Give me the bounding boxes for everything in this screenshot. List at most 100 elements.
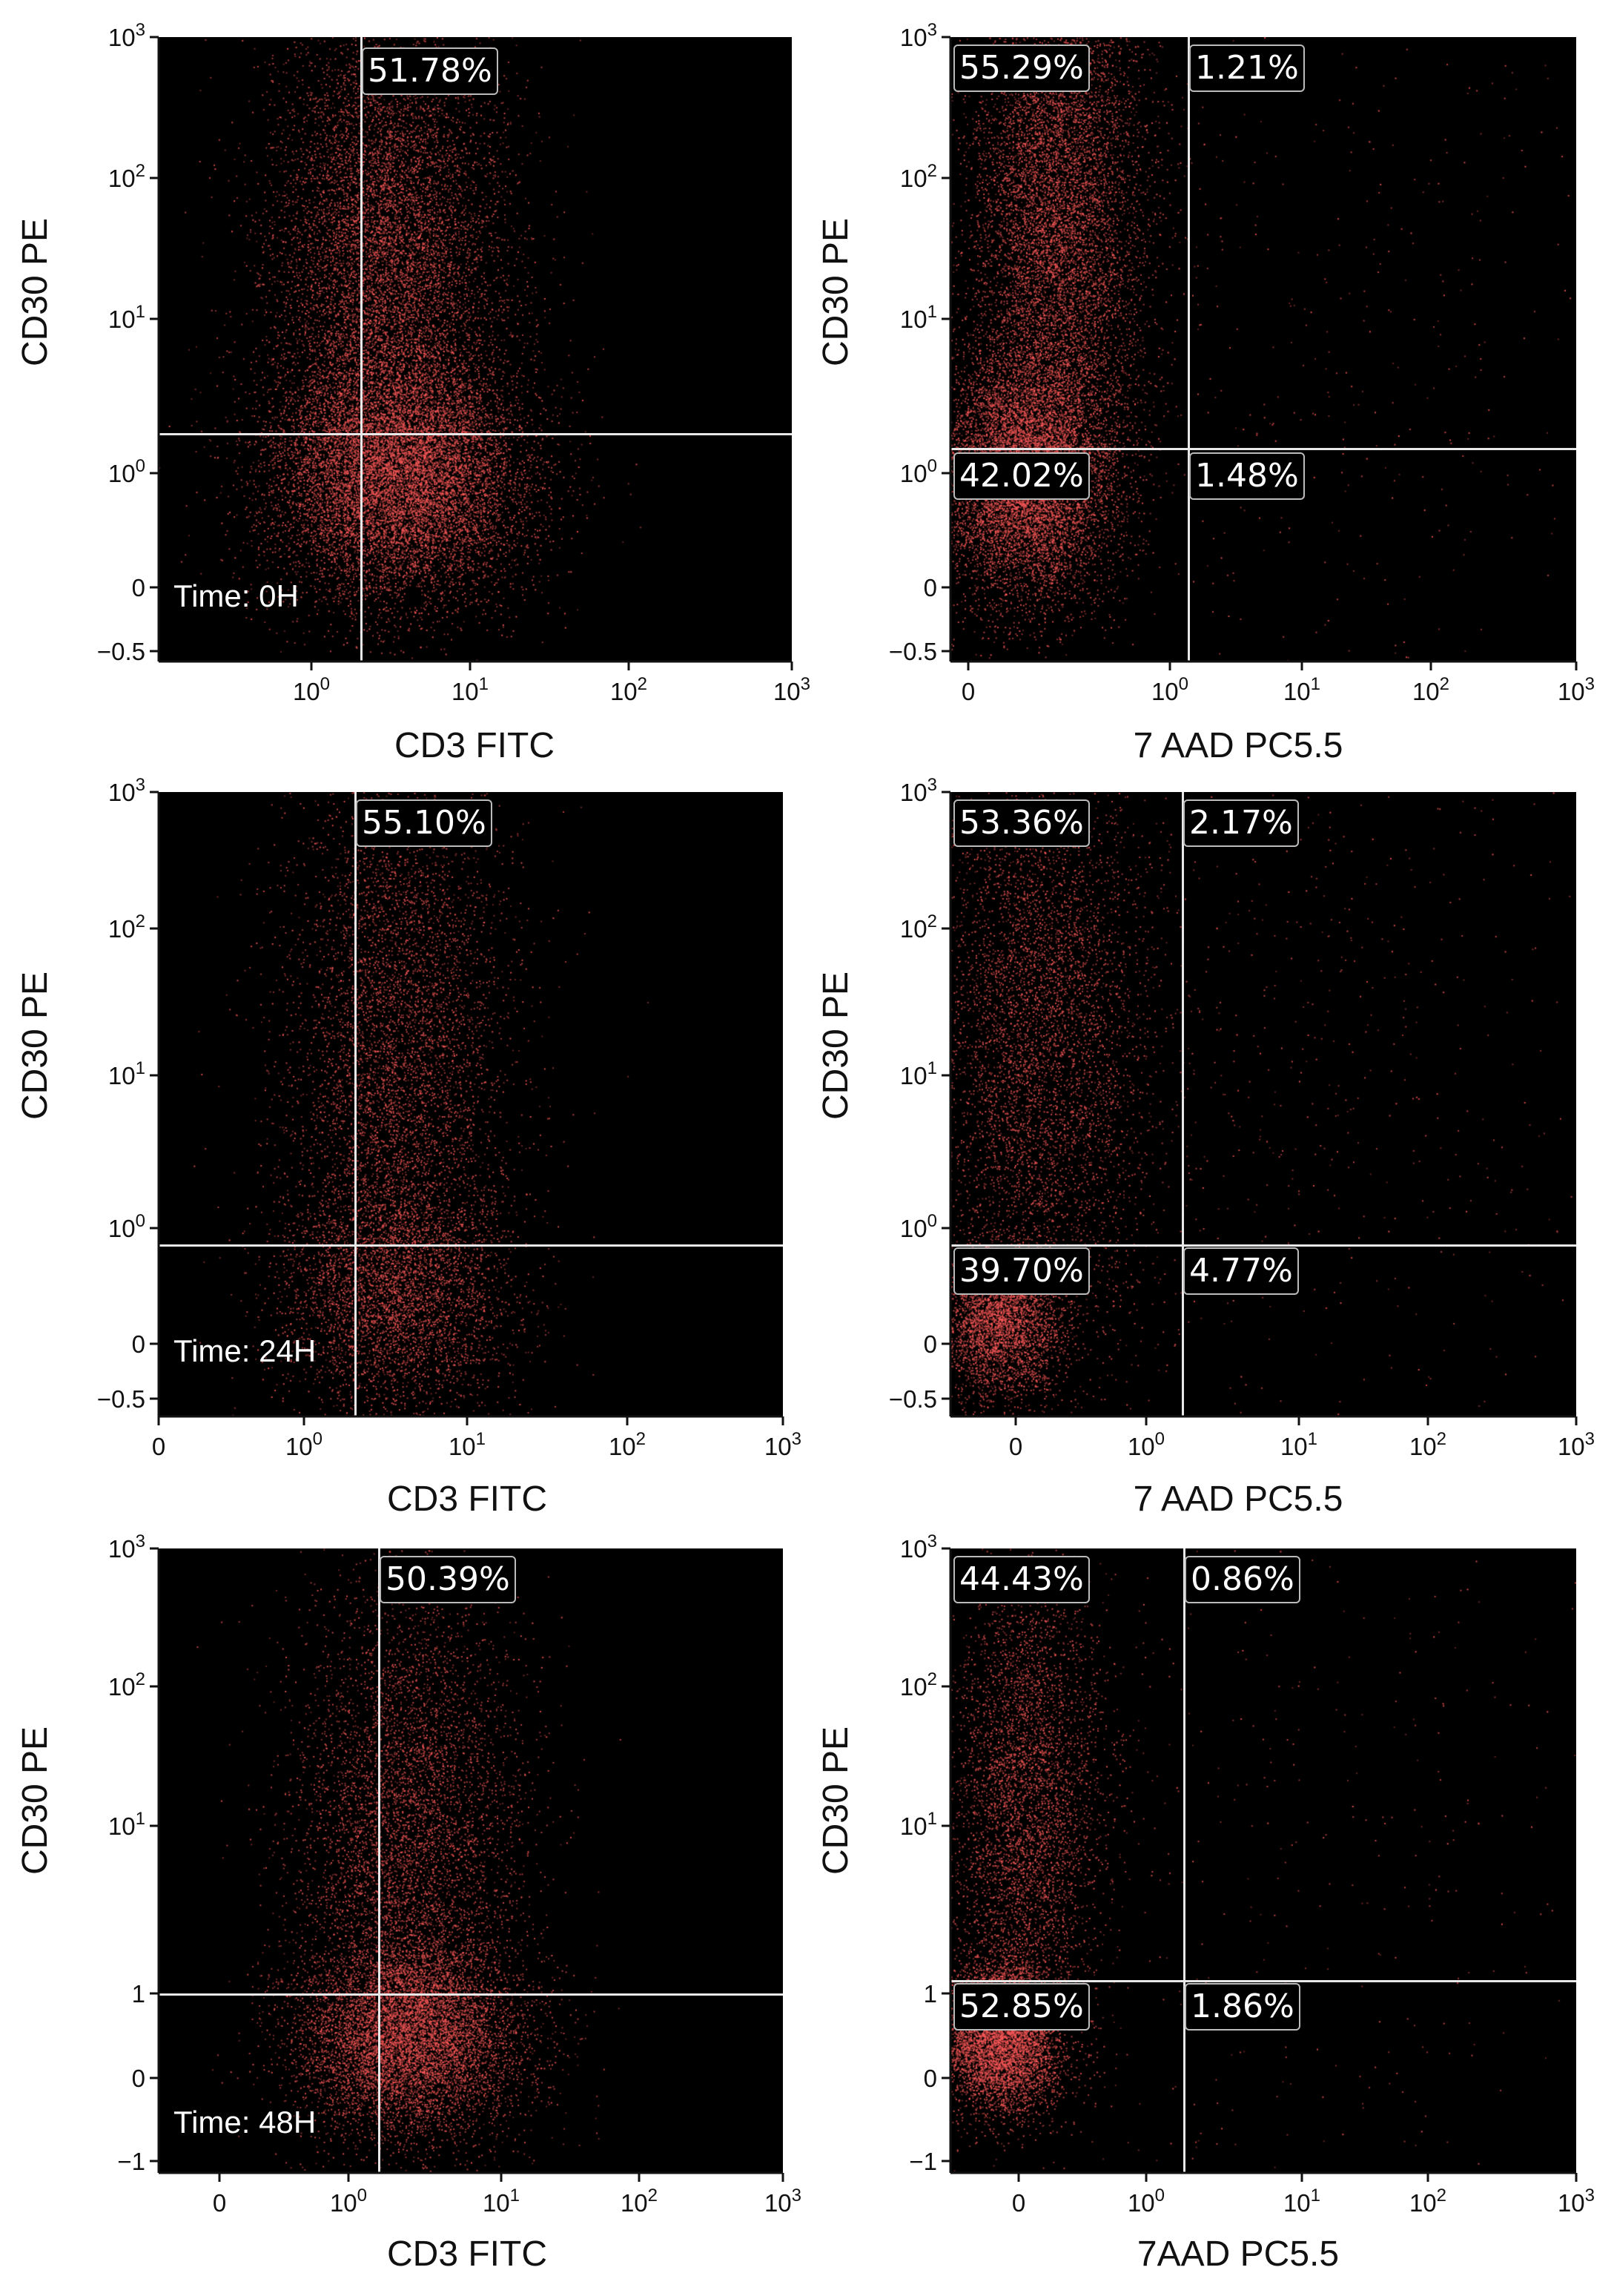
x-tick-label: 103 (773, 674, 810, 705)
plot-area: 55.10% Time: 24H (159, 792, 783, 1416)
x-tick-label: 102 (609, 1429, 646, 1460)
y-tick-label: 102 (108, 161, 145, 192)
x-tick-label: 100 (285, 1429, 323, 1460)
scatter-dots (950, 1548, 1576, 2173)
y-tick-label: 1 (924, 1980, 937, 2008)
y-tick-label: −0.5 (889, 638, 937, 665)
time-label: Time: 48H (173, 2105, 317, 2140)
x-tick-label: 103 (764, 1429, 801, 1460)
y-tick-label: 103 (900, 20, 937, 51)
x-tick-label: 101 (1283, 2186, 1320, 2217)
y-tick-label: −0.5 (97, 1385, 145, 1413)
x-tick-label: 102 (1409, 2186, 1446, 2217)
y-tick-label: −1 (117, 2148, 145, 2175)
x-tick-label: 103 (764, 2186, 801, 2217)
x-tick-label: 0 (152, 1433, 165, 1460)
plot-area: 55.29% 1.21% 42.02% 1.48% (950, 37, 1576, 662)
y-tick-label: 102 (108, 1669, 145, 1700)
y-tick-label: 101 (900, 1058, 937, 1089)
x-tick-label: 103 (1558, 2186, 1595, 2217)
y-tick-label: 100 (900, 1211, 937, 1242)
x-tick-label: 0 (213, 2189, 226, 2217)
x-tick-label: 101 (449, 1429, 486, 1460)
x-axis-label: CD3 FITC (387, 2234, 547, 2274)
x-tick-label: 0 (962, 678, 975, 705)
scatter-dots (159, 792, 783, 1416)
quadrant-upper-right-percent: 2.17% (1183, 799, 1299, 847)
quadrant-lower-right-percent: 4.77% (1183, 1247, 1299, 1295)
x-tick-label: 101 (483, 2186, 520, 2217)
y-tick-label: 102 (900, 911, 937, 943)
y-tick-label: 102 (900, 161, 937, 192)
gate-horizontal (950, 1980, 1576, 1982)
x-tick-label: 102 (621, 2186, 658, 2217)
y-tick-label: 103 (900, 775, 937, 806)
y-tick-label: 103 (900, 1531, 937, 1563)
x-axis-label: 7 AAD PC5.5 (1133, 1479, 1343, 1519)
quadrant-upper-right-percent: 51.78% (362, 47, 498, 95)
y-tick-label: −0.5 (97, 638, 145, 665)
quadrant-upper-left-percent: 44.43% (953, 1556, 1090, 1603)
gate-horizontal (159, 1244, 783, 1247)
plot-area: 51.78% Time: 0H (159, 37, 792, 662)
y-tick-label: 0 (132, 1330, 145, 1358)
x-tick-label: 103 (1558, 1429, 1595, 1460)
quadrant-upper-left-percent: 53.36% (953, 799, 1090, 847)
y-tick-label: 103 (108, 775, 145, 806)
y-tick-label: 102 (108, 911, 145, 943)
x-tick-label: 0 (1009, 1433, 1022, 1460)
x-tick-label: 0 (1012, 2189, 1025, 2217)
x-tick-label: 100 (293, 674, 330, 705)
quadrant-upper-right-percent: 50.39% (380, 1556, 516, 1603)
y-tick-label: −0.5 (889, 1385, 937, 1413)
quadrant-lower-right-percent: 1.86% (1185, 1983, 1300, 2031)
y-tick-label: 101 (108, 1058, 145, 1089)
y-tick-label: 0 (132, 2065, 145, 2092)
quadrant-upper-right-percent: 0.86% (1185, 1556, 1300, 1603)
time-label: Time: 24H (173, 1333, 317, 1368)
x-tick-label: 101 (1280, 1429, 1317, 1460)
y-tick-label: 101 (108, 302, 145, 333)
y-tick-label: 101 (108, 1809, 145, 1840)
y-tick-label: 1 (132, 1980, 145, 2008)
y-tick-label: 0 (924, 1330, 937, 1358)
gate-vertical (378, 1548, 380, 2173)
y-tick-label: 101 (900, 1809, 937, 1840)
quadrant-upper-right-percent: 55.10% (356, 799, 492, 847)
y-tick-label: −1 (909, 2148, 937, 2175)
scatter-dots (159, 1548, 783, 2173)
gate-horizontal (159, 433, 792, 435)
y-tick-label: 100 (900, 456, 937, 487)
x-axis-label: CD3 FITC (387, 1479, 547, 1519)
y-tick-label: 103 (108, 1531, 145, 1563)
x-tick-label: 101 (1283, 674, 1320, 705)
scatter-dots (950, 792, 1576, 1416)
gate-vertical (354, 792, 357, 1416)
x-axis-label: 7AAD PC5.5 (1137, 2234, 1340, 2274)
plot-area: 50.39% Time: 48H (159, 1548, 783, 2173)
y-tick-label: 101 (900, 302, 937, 333)
plot-area: 53.36% 2.17% 39.70% 4.77% (950, 792, 1576, 1416)
y-tick-label: 103 (108, 20, 145, 51)
scatter-dots (950, 37, 1576, 662)
x-tick-label: 100 (1128, 1429, 1165, 1460)
gate-horizontal (159, 1993, 783, 1996)
x-tick-label: 101 (452, 674, 489, 705)
y-tick-label: 100 (108, 456, 145, 487)
x-tick-label: 100 (1151, 674, 1188, 705)
gate-horizontal (950, 1244, 1576, 1247)
x-tick-label: 102 (610, 674, 647, 705)
x-axis-label: CD3 FITC (394, 726, 555, 765)
y-tick-label: 0 (132, 574, 145, 601)
quadrant-lower-left-percent: 39.70% (953, 1247, 1090, 1295)
gate-horizontal (950, 448, 1576, 450)
quadrant-upper-right-percent: 1.21% (1189, 44, 1305, 92)
y-tick-label: 100 (108, 1211, 145, 1242)
x-tick-label: 102 (1409, 1429, 1446, 1460)
